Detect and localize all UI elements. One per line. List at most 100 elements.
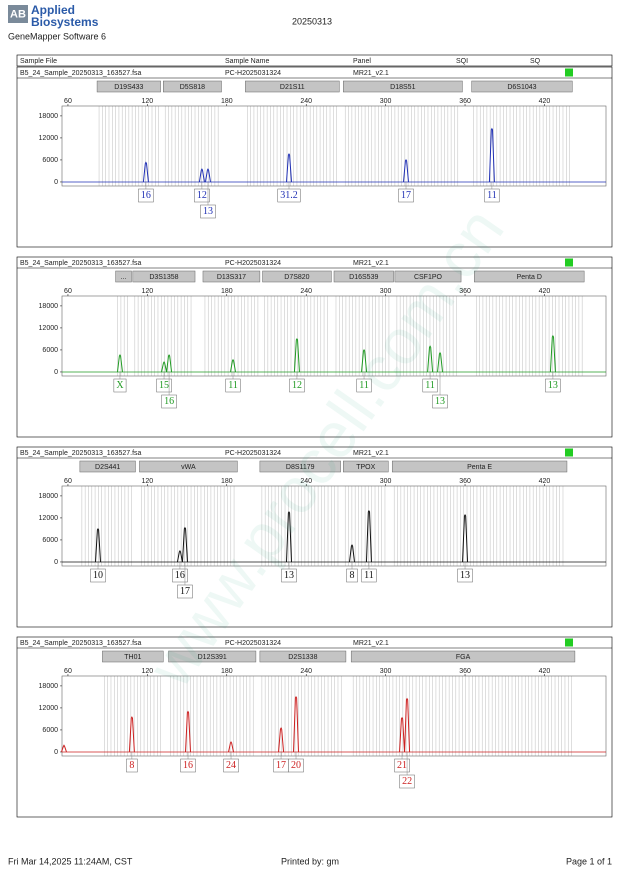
- locus-name: D16S539: [349, 274, 378, 281]
- locus-bar: [163, 80, 222, 93]
- locus-bar: [333, 270, 394, 283]
- peak: [365, 509, 372, 562]
- locus-name: Penta D: [517, 274, 542, 281]
- locus-bar: [132, 270, 196, 283]
- allele-box: [281, 568, 297, 583]
- allele-label: 16: [175, 570, 185, 581]
- allele-label: 17: [180, 586, 190, 597]
- allele-label: 11: [228, 380, 238, 391]
- allele-box: [172, 568, 188, 583]
- locus-name: TH01: [124, 654, 141, 661]
- x-tick-label: 360: [459, 98, 471, 105]
- y-tick-label: 12000: [39, 325, 59, 332]
- locus-bar: [115, 270, 132, 283]
- locus-bar: [96, 80, 161, 93]
- allele-box: [356, 378, 372, 393]
- plot-frame: [61, 105, 607, 187]
- x-tick-label: 180: [221, 288, 233, 295]
- locus-name: D13S317: [217, 274, 246, 281]
- peak: [181, 526, 188, 562]
- watermark: www.procell.com.cn: [134, 195, 518, 700]
- locus-name: vWA: [181, 464, 196, 471]
- sample-name: PC-H2025031324: [225, 260, 281, 267]
- x-tick-label: 360: [459, 668, 471, 675]
- column: Panel: [353, 58, 371, 65]
- y-tick-label: 18000: [39, 303, 59, 310]
- allele-label: 8: [129, 760, 134, 771]
- sample-file: B5_24_Sample_20250313_163527.fsa: [20, 70, 142, 77]
- panel-frame: [16, 66, 613, 248]
- locus-name: TPOX: [356, 464, 375, 471]
- locus-bar: [471, 80, 573, 93]
- locus-name: D2S441: [95, 464, 120, 471]
- peak: [285, 153, 292, 182]
- column: SQI: [456, 58, 468, 65]
- x-tick-label: 120: [142, 478, 154, 485]
- y-tick-label: 6000: [42, 727, 58, 734]
- locus-bar: [168, 650, 257, 663]
- allele-label: 21: [397, 760, 407, 771]
- software: GeneMapper Software 6: [8, 31, 106, 41]
- locus-bar: [262, 270, 332, 283]
- x-tick-label: 60: [64, 478, 72, 485]
- sample-file: B5_24_Sample_20250313_163527.fsa: [20, 640, 142, 647]
- allele-label: 11: [364, 570, 374, 581]
- locus-bar: [391, 460, 568, 473]
- allele-box: [126, 758, 138, 773]
- locus-name: D18S51: [390, 84, 415, 91]
- allele-box: [225, 378, 241, 393]
- logo-box: [8, 5, 28, 23]
- panel-name: MR21_v2.1: [353, 70, 389, 77]
- logo-mark: AB: [10, 8, 26, 20]
- peak: [285, 511, 292, 562]
- peak: [278, 727, 285, 753]
- y-tick-label: 6000: [42, 537, 58, 544]
- allele-box: [432, 394, 448, 409]
- plot-frame: [61, 295, 607, 377]
- allele-label: 11: [487, 190, 497, 201]
- allele-label: 22: [402, 776, 412, 787]
- allele-label: 31.2: [280, 190, 298, 201]
- column: Sample File: [20, 58, 57, 65]
- peak: [116, 354, 123, 373]
- y-tick-label: 0: [54, 179, 58, 186]
- peak: [228, 741, 235, 753]
- panel-frame: [16, 256, 613, 438]
- brand: Applied: [31, 3, 75, 17]
- locus-bar: [474, 270, 585, 283]
- x-tick-label: 420: [539, 288, 551, 295]
- allele-label: 11: [359, 380, 369, 391]
- x-tick-label: 240: [300, 98, 312, 105]
- allele-label: 13: [435, 396, 445, 407]
- y-tick-label: 12000: [39, 135, 59, 142]
- allele-label: 16: [183, 760, 193, 771]
- locus-name: D19S433: [114, 84, 143, 91]
- y-tick-label: 6000: [42, 347, 58, 354]
- page-number: Page 1 of 1: [566, 856, 612, 866]
- allele-box: [194, 188, 210, 203]
- y-tick-label: 6000: [42, 157, 58, 164]
- sample-file: B5_24_Sample_20250313_163527.fsa: [20, 450, 142, 457]
- allele-label: 20: [291, 760, 301, 771]
- panel-name: MR21_v2.1: [353, 260, 389, 267]
- allele-box: [422, 378, 438, 393]
- peak: [161, 361, 168, 373]
- x-tick-label: 120: [142, 668, 154, 675]
- locus-name: Penta E: [467, 464, 492, 471]
- y-tick-label: 0: [54, 559, 58, 566]
- allele-box: [346, 568, 358, 583]
- locus-name: D12S391: [198, 654, 227, 661]
- allele-label: 12: [292, 380, 302, 391]
- locus-bar: [343, 80, 463, 93]
- y-tick-label: 18000: [39, 493, 59, 500]
- allele-box: [161, 394, 177, 409]
- report-date: 20250313: [292, 16, 332, 26]
- x-tick-label: 240: [300, 478, 312, 485]
- x-tick-label: 300: [380, 668, 392, 675]
- peak: [61, 744, 67, 753]
- locus-bar: [259, 650, 347, 663]
- peak: [293, 337, 300, 372]
- peak: [404, 697, 411, 752]
- panel-frame: [16, 446, 613, 628]
